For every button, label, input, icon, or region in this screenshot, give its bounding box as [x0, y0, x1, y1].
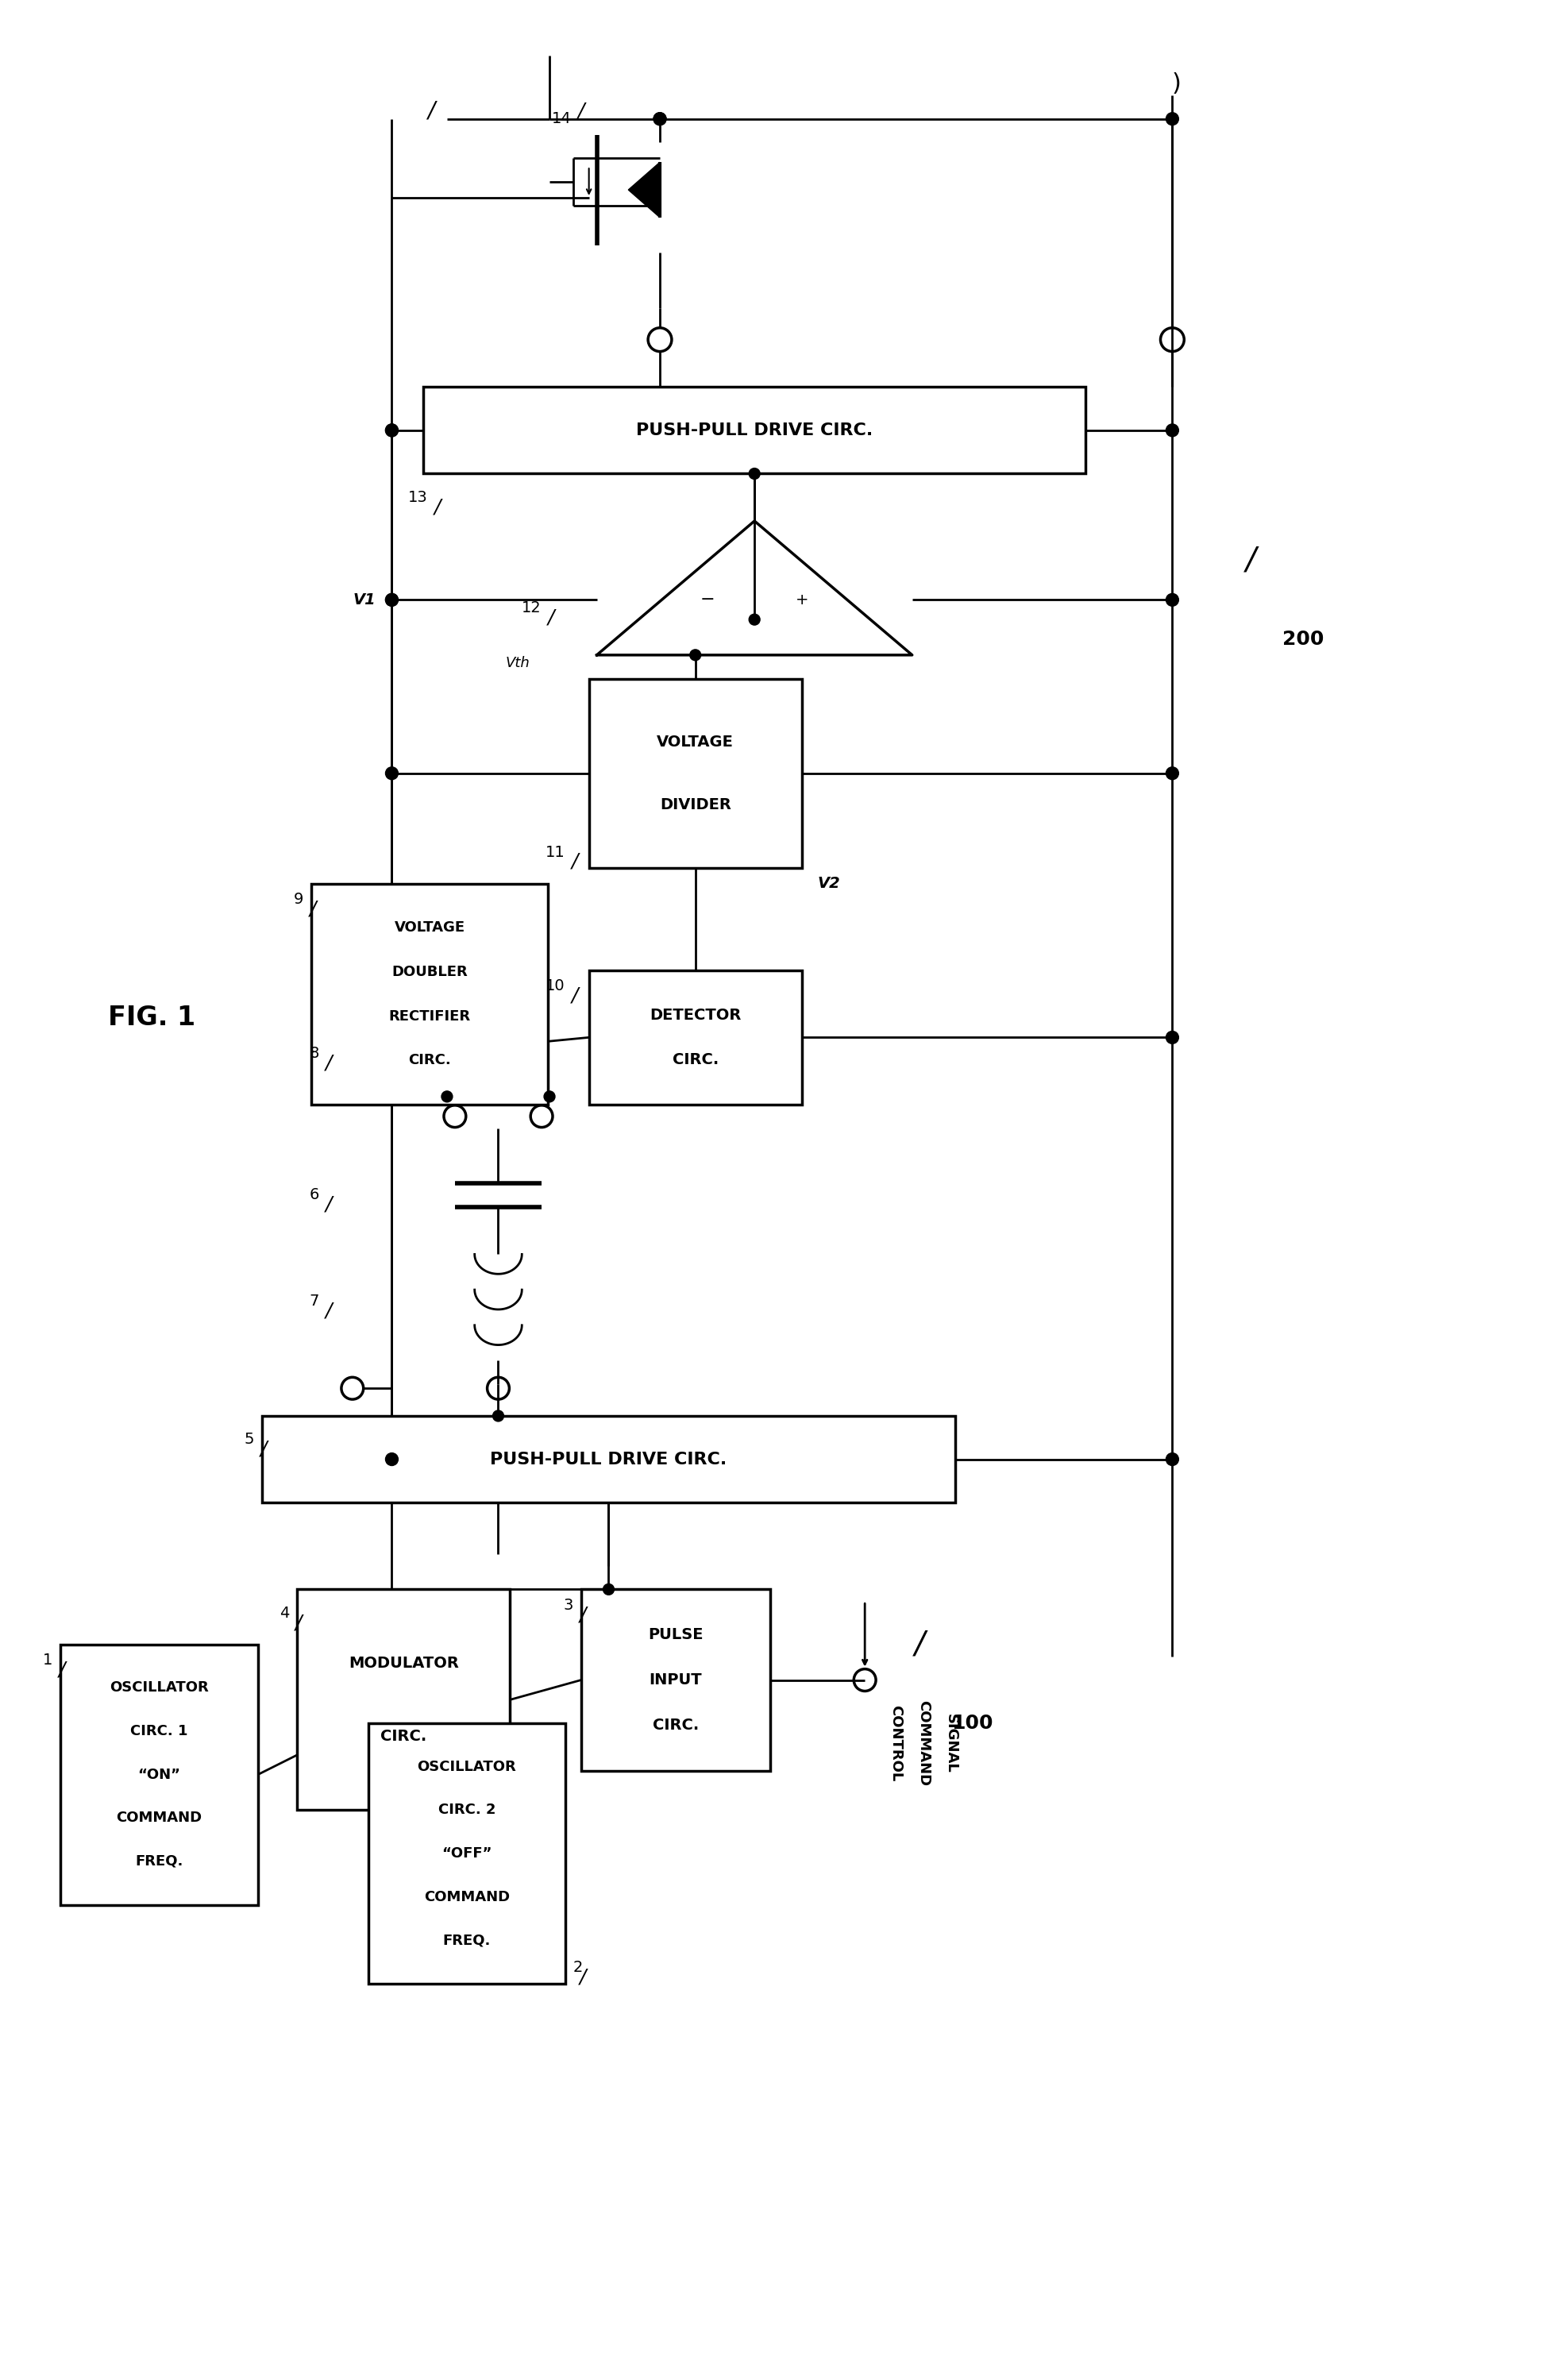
Text: 1: 1 [43, 1652, 53, 1668]
Circle shape [493, 1411, 504, 1421]
Polygon shape [628, 162, 660, 217]
Text: “ON”: “ON” [138, 1768, 181, 1783]
Text: COMMAND: COMMAND [424, 1890, 510, 1904]
Text: V1: V1 [352, 593, 376, 607]
Text: 13: 13 [408, 490, 427, 505]
Circle shape [654, 112, 666, 126]
Text: 6: 6 [309, 1188, 320, 1202]
Text: FREQ.: FREQ. [442, 1933, 490, 1947]
Text: 200: 200 [1283, 631, 1325, 650]
Text: 7: 7 [309, 1295, 320, 1309]
Circle shape [1166, 112, 1178, 126]
Circle shape [1166, 593, 1178, 607]
Text: 5: 5 [244, 1433, 254, 1447]
Text: OSCILLATOR: OSCILLATOR [110, 1680, 209, 1695]
Circle shape [654, 112, 666, 126]
Text: DETECTOR: DETECTOR [649, 1007, 741, 1023]
Text: CIRC.: CIRC. [408, 1054, 451, 1069]
Text: CIRC.: CIRC. [380, 1728, 427, 1745]
Text: CIRC.: CIRC. [673, 1052, 719, 1066]
Circle shape [748, 614, 761, 626]
Text: SIGNAL: SIGNAL [943, 1714, 959, 1773]
Text: CIRC. 2: CIRC. 2 [438, 1804, 496, 1818]
Text: COMMAND: COMMAND [116, 1811, 203, 1825]
Circle shape [385, 1452, 399, 1466]
Bar [368, 1723, 566, 1983]
Bar [424, 388, 1085, 474]
Text: COMMAND: COMMAND [917, 1699, 931, 1785]
Text: /: / [325, 1052, 332, 1073]
Text: 3: 3 [563, 1597, 574, 1614]
Text: /: / [578, 102, 584, 121]
Text: PUSH-PULL DRIVE CIRC.: PUSH-PULL DRIVE CIRC. [635, 421, 873, 438]
Circle shape [1166, 766, 1178, 781]
Text: 4: 4 [280, 1606, 289, 1621]
Text: /: / [580, 1968, 586, 1987]
Bar [261, 1416, 955, 1502]
Text: DIVIDER: DIVIDER [660, 797, 731, 812]
Circle shape [385, 424, 399, 436]
Text: 8: 8 [309, 1045, 320, 1061]
Text: /: / [580, 1604, 586, 1623]
Text: OSCILLATOR: OSCILLATOR [417, 1759, 516, 1773]
Circle shape [544, 1090, 555, 1102]
Text: FIG. 1: FIG. 1 [108, 1004, 195, 1031]
Text: PUSH-PULL DRIVE CIRC.: PUSH-PULL DRIVE CIRC. [490, 1452, 727, 1466]
Text: ): ) [1172, 71, 1181, 95]
Circle shape [442, 1090, 453, 1102]
Bar [581, 1590, 770, 1771]
Text: VOLTAGE: VOLTAGE [657, 733, 734, 750]
Text: CONTROL: CONTROL [889, 1704, 903, 1780]
Text: /: / [915, 1630, 925, 1659]
Text: V2: V2 [818, 876, 841, 890]
Circle shape [385, 424, 399, 436]
Text: 100: 100 [952, 1714, 993, 1733]
Text: /: / [59, 1661, 65, 1680]
Text: /: / [547, 607, 555, 626]
Text: /: / [295, 1614, 301, 1633]
Text: PULSE: PULSE [648, 1628, 703, 1642]
Text: /: / [434, 497, 441, 516]
Circle shape [690, 650, 700, 662]
Text: Vth: Vth [506, 657, 530, 671]
Circle shape [1166, 1452, 1178, 1466]
Text: /: / [309, 900, 317, 919]
Circle shape [603, 1583, 614, 1595]
Text: 12: 12 [523, 600, 541, 616]
Text: /: / [325, 1302, 332, 1321]
Text: 10: 10 [546, 978, 566, 995]
Circle shape [1166, 424, 1178, 436]
Text: /: / [428, 100, 434, 121]
Text: /: / [572, 852, 578, 871]
Text: DOUBLER: DOUBLER [391, 964, 468, 978]
Circle shape [385, 766, 399, 781]
Bar [589, 678, 802, 869]
Circle shape [385, 593, 399, 607]
Text: CIRC.: CIRC. [652, 1718, 699, 1733]
Bar [311, 883, 547, 1104]
Text: 9: 9 [294, 892, 303, 907]
Circle shape [748, 469, 761, 478]
Text: MODULATOR: MODULATOR [348, 1656, 459, 1671]
Text: VOLTAGE: VOLTAGE [394, 921, 465, 935]
Text: 11: 11 [546, 845, 566, 859]
Circle shape [1166, 1031, 1178, 1045]
Text: RECTIFIER: RECTIFIER [388, 1009, 470, 1023]
Text: “OFF”: “OFF” [442, 1847, 492, 1861]
Text: −: − [700, 593, 714, 607]
Text: FREQ.: FREQ. [136, 1854, 184, 1868]
Text: CIRC. 1: CIRC. 1 [130, 1723, 189, 1737]
Text: 2: 2 [574, 1961, 583, 1975]
Text: /: / [260, 1440, 266, 1459]
Text: INPUT: INPUT [649, 1673, 702, 1687]
Bar [60, 1645, 258, 1904]
Text: +: + [795, 593, 809, 607]
Bar [589, 971, 802, 1104]
Text: /: / [1246, 545, 1257, 576]
Text: /: / [325, 1195, 332, 1214]
Circle shape [385, 593, 399, 607]
Bar [297, 1590, 510, 1811]
Text: /: / [572, 985, 578, 1004]
Text: 14: 14 [552, 112, 570, 126]
